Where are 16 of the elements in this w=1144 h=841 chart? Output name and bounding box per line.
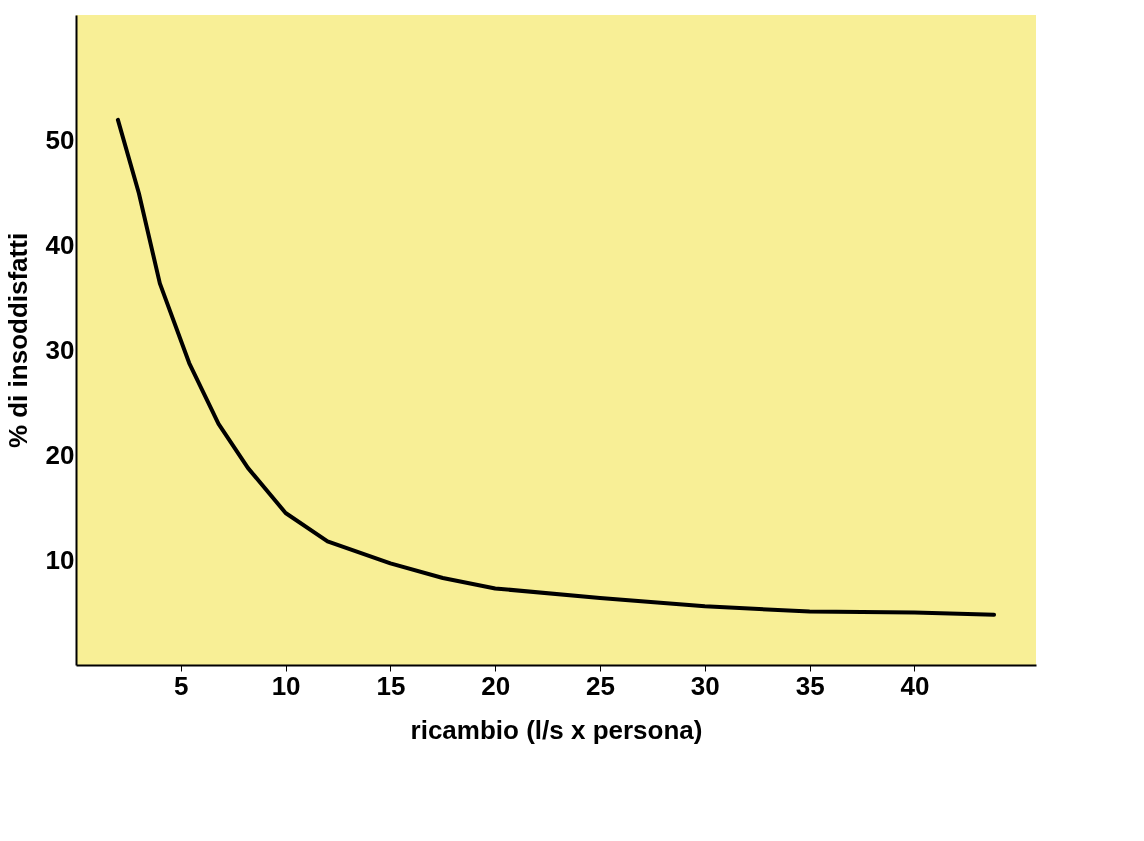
y-tick-label: 20 (45, 439, 75, 470)
x-tick-label: 35 (795, 670, 825, 701)
y-tick-label: 50 (45, 125, 75, 156)
y-axis-title: % di insoddisfatti (2, 232, 33, 449)
x-tick-label: 25 (586, 670, 615, 701)
y-tick-label: 30 (45, 334, 75, 365)
line-series (115, 117, 997, 617)
x-tick-label: 5 (174, 670, 189, 701)
x-tick-label: 10 (271, 670, 301, 701)
x-tick-label: 30 (690, 670, 720, 701)
x-tick-label: 15 (376, 670, 406, 701)
y-tick-label: 40 (45, 230, 75, 261)
x-tick-label: 40 (900, 670, 930, 701)
x-axis-title: ricambio (l/s x persona) (410, 714, 703, 745)
x-tick-label: 20 (481, 670, 511, 701)
y-tick-label: 10 (45, 544, 75, 575)
